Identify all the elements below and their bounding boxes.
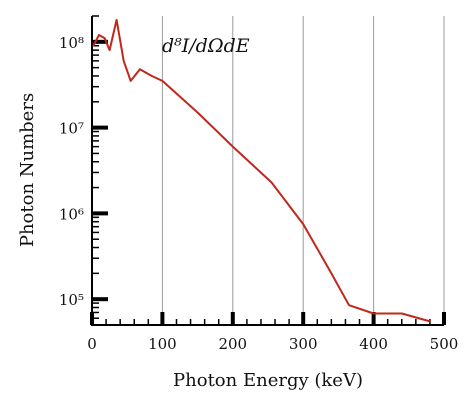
x-tick-label-0: 0: [87, 335, 97, 353]
chart-axes: [91, 16, 444, 326]
x-tick-label-500: 500: [430, 335, 459, 353]
vertical-grid-lines: [161, 16, 445, 325]
tick-labels: 0 100 200 300 400 500 10⁵ 10⁶ 10⁷ 10⁸: [59, 34, 458, 353]
x-axis-title: Photon Energy (keV): [173, 370, 363, 391]
series-layer: [92, 18, 431, 323]
y-tick-label-100000000: 10⁸: [59, 34, 84, 52]
y-tick-label-10000000: 10⁷: [59, 120, 84, 138]
series-line-0: [92, 18, 431, 323]
x-tick-label-200: 200: [218, 335, 247, 353]
y-axis-title: Photon Numbers: [17, 93, 38, 247]
x-tick-label-300: 300: [289, 335, 318, 353]
y-tick-label-1000000: 10⁶: [59, 205, 84, 223]
x-tick-label-400: 400: [359, 335, 388, 353]
chart-annotation: d⁸I/dΩdE: [162, 35, 250, 57]
x-tick-label-100: 100: [148, 335, 177, 353]
axis-ticks: [90, 15, 446, 326]
y-tick-label-100000: 10⁵: [59, 291, 84, 309]
